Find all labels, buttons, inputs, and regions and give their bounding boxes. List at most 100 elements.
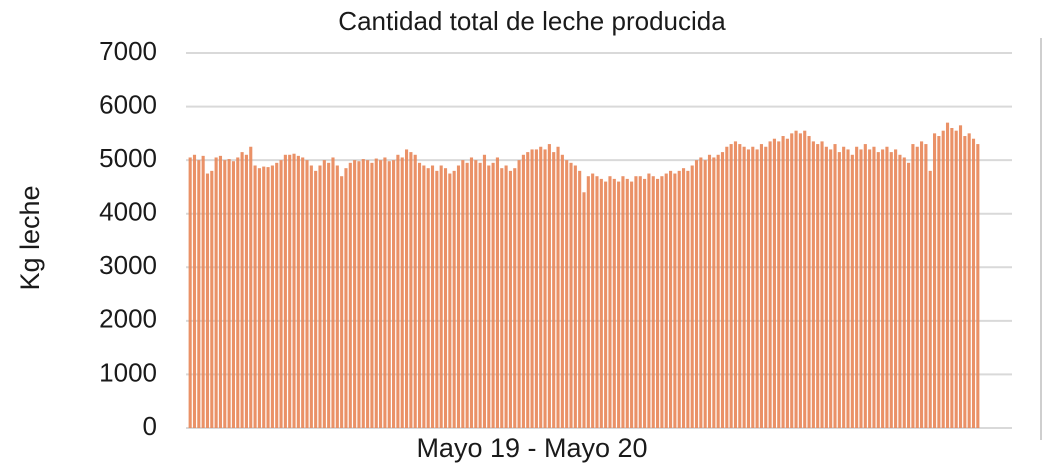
bar (885, 146, 889, 428)
bar (275, 162, 279, 429)
bar (201, 155, 205, 428)
bar (712, 157, 716, 428)
bar (729, 144, 733, 429)
bar (755, 149, 759, 428)
bar (794, 130, 798, 428)
bar (240, 152, 244, 428)
bar (751, 146, 755, 428)
bar (876, 152, 880, 428)
bar (340, 176, 344, 428)
bar (521, 154, 525, 429)
bar (236, 157, 240, 428)
bar (681, 168, 686, 428)
bar (816, 144, 820, 429)
bar (508, 170, 512, 428)
bar (768, 141, 772, 428)
bar (370, 162, 374, 429)
bar (725, 146, 729, 428)
bar (530, 149, 534, 428)
bar (335, 165, 339, 428)
bar (513, 168, 517, 428)
bar (902, 157, 906, 428)
bar (872, 146, 876, 428)
bar (673, 173, 677, 428)
bar (677, 170, 681, 428)
bar (772, 138, 776, 428)
bar (764, 146, 768, 428)
bar (439, 165, 443, 428)
bar (699, 157, 703, 428)
bar (249, 146, 253, 428)
bar (244, 154, 248, 429)
bar (937, 136, 941, 429)
y-tick-label: 6000 (99, 89, 157, 119)
bar (759, 144, 764, 429)
bar (448, 173, 452, 428)
bar (967, 133, 971, 428)
bar (426, 168, 430, 428)
bar (223, 160, 227, 428)
bar (400, 157, 404, 428)
bar (262, 166, 266, 429)
bar (625, 178, 629, 428)
bar (231, 161, 236, 428)
bar (859, 149, 863, 428)
bar (638, 176, 642, 428)
bar (504, 165, 508, 428)
bar (556, 146, 560, 428)
bar (863, 144, 867, 429)
bar (694, 160, 699, 428)
bar (647, 173, 651, 428)
bar (630, 181, 634, 428)
bar (798, 133, 802, 428)
bar (305, 160, 309, 428)
bar (344, 168, 348, 428)
bar (604, 181, 608, 428)
bar (924, 144, 928, 429)
bar (301, 157, 305, 428)
bar (803, 130, 807, 428)
bar (214, 157, 218, 428)
bar (210, 170, 214, 428)
bar (829, 149, 833, 428)
bar (491, 162, 495, 429)
bar (807, 136, 811, 429)
bar (422, 165, 426, 428)
bar (526, 152, 530, 428)
bar (379, 160, 383, 428)
bar (621, 176, 625, 428)
bar (656, 178, 660, 428)
bar (353, 160, 357, 428)
bar (292, 153, 296, 428)
bar (833, 144, 837, 429)
bar (777, 141, 781, 428)
bar (443, 168, 448, 428)
bar (595, 176, 599, 428)
bar (738, 144, 742, 429)
bar (192, 154, 197, 429)
bar (314, 170, 318, 428)
bar (720, 152, 725, 428)
bar (846, 149, 850, 428)
bar (417, 162, 422, 429)
bar (746, 149, 751, 428)
bar (894, 149, 898, 428)
bar (279, 160, 283, 428)
bar (374, 158, 378, 429)
bar (366, 160, 370, 428)
y-tick-label: 4000 (99, 197, 157, 227)
bar (218, 155, 223, 428)
y-tick-label: 0 (143, 411, 157, 441)
bar (976, 144, 980, 429)
bar (288, 154, 292, 429)
bar (651, 176, 655, 428)
bar (404, 149, 409, 428)
bar (413, 154, 417, 429)
bar (582, 192, 586, 428)
bar (270, 165, 274, 428)
bar (690, 165, 694, 428)
y-tick-label: 3000 (99, 250, 157, 280)
bar (733, 141, 738, 428)
bar (824, 146, 828, 428)
bar (781, 136, 785, 429)
